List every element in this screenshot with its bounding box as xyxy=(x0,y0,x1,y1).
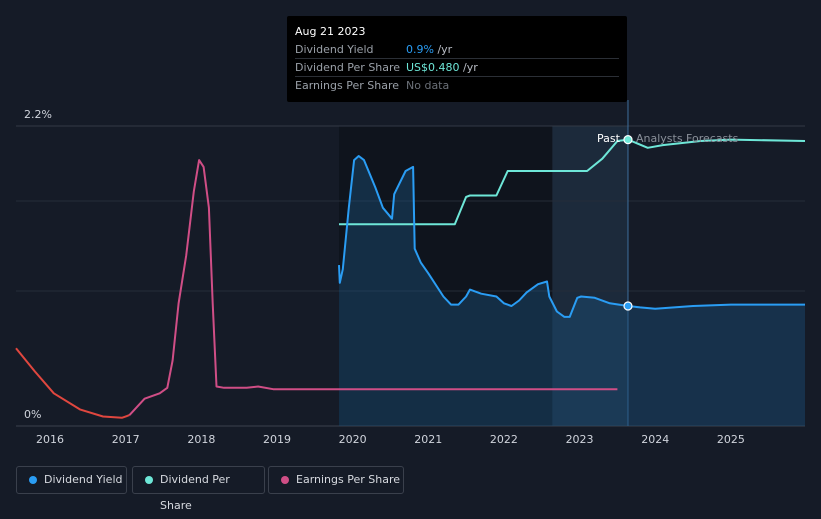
earnings-per-share-line xyxy=(128,159,618,416)
tooltip-value-number: US$0.480 xyxy=(406,61,460,74)
x-tick-label: 2021 xyxy=(414,433,442,446)
dividend-yield-area xyxy=(339,156,805,426)
tooltip-row-earnings-per-share: Earnings Per Share No data xyxy=(295,76,619,94)
tooltip-value-number: 0.9% xyxy=(406,43,434,56)
dividend-chart: 2.2% 0% 2016 2017 2018 2019 2020 2021 2022 2023 20… xyxy=(15,100,806,446)
x-tick-label: 2023 xyxy=(566,433,594,446)
x-tick-label: 2017 xyxy=(112,433,140,446)
tooltip-row-dividend-per-share: Dividend Per Share US$0.480 /yr xyxy=(295,58,619,77)
x-tick-label: 2019 xyxy=(263,433,291,446)
tooltip-label: Earnings Per Share xyxy=(295,79,400,92)
legend-dividend-per-share[interactable]: Dividend Per Share xyxy=(132,466,265,512)
tooltip-value: 0.9% /yr xyxy=(406,43,452,56)
dividend-per-share-line xyxy=(339,138,806,226)
x-tick-label: 2020 xyxy=(339,433,367,446)
dividend-yield-line xyxy=(338,155,805,318)
tooltip-value: US$0.480 /yr xyxy=(406,61,478,74)
x-tick-label: 2024 xyxy=(641,433,669,446)
tooltip-value-unit: /yr xyxy=(459,61,478,74)
hover-marker xyxy=(623,135,633,145)
tooltip-label: Dividend Yield xyxy=(295,43,374,56)
legend-dividend-yield[interactable]: Dividend Yield xyxy=(16,466,127,494)
y-tick-label: 0% xyxy=(24,408,41,421)
legend-earnings-per-share[interactable]: Earnings Per Share xyxy=(268,466,404,494)
tooltip-value-number: No data xyxy=(406,79,450,92)
legend-label: Earnings Per Share xyxy=(296,473,401,486)
y-tick-label: 2.2% xyxy=(24,108,52,121)
hover-marker xyxy=(623,301,633,311)
legend-dot-icon xyxy=(281,476,289,484)
tooltip-value-unit: /yr xyxy=(433,43,453,56)
legend-dot-icon xyxy=(29,476,37,484)
x-tick-label: 2025 xyxy=(717,433,745,446)
highlight-region xyxy=(552,126,628,426)
tooltip-row-dividend-yield: Dividend Yield 0.9% /yr xyxy=(295,40,619,59)
earnings-per-share-line-early xyxy=(15,347,130,419)
x-tick-label: 2022 xyxy=(490,433,518,446)
chart-tooltip: Aug 21 2023 Dividend Yield 0.9% /yr Divi… xyxy=(287,16,627,102)
legend-label: Dividend Yield xyxy=(44,473,123,486)
tooltip-label: Dividend Per Share xyxy=(295,61,401,74)
tooltip-value: No data xyxy=(406,79,449,92)
x-tick-label: 2018 xyxy=(187,433,215,446)
legend-dot-icon xyxy=(145,476,153,484)
x-tick-label: 2016 xyxy=(36,433,64,446)
tooltip-date: Aug 21 2023 xyxy=(295,25,366,38)
past-label: Past xyxy=(597,132,621,145)
forecast-label: Analysts Forecasts xyxy=(636,132,739,145)
